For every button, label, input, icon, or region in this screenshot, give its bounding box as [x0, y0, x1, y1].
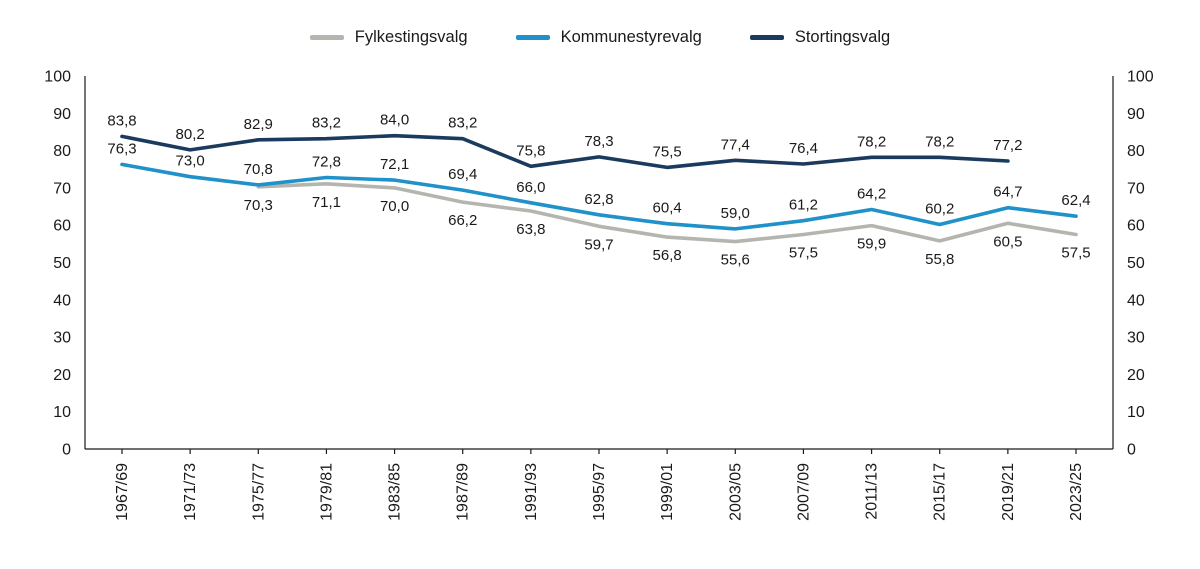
legend-item-kommunestyrevalg: Kommunestyrevalg [515, 28, 702, 47]
y-axis-label-right: 40 [1127, 292, 1145, 309]
legend-line-swatch-fylkestingsvalg [309, 35, 344, 40]
x-axis-label: 2011/13 [864, 463, 881, 520]
y-axis-label-left: 40 [53, 292, 71, 309]
data-label-kommunestyrevalg: 72,1 [380, 156, 409, 173]
chart-legend: Fylkestingsvalg Kommunestyrevalg Stortings… [0, 28, 1200, 47]
data-label-fylkestingsvalg: 71,1 [312, 194, 341, 211]
data-label-fylkestingsvalg: 55,8 [925, 251, 954, 268]
y-axis-label-left: 30 [53, 330, 71, 347]
data-label-stortingsvalg: 80,2 [176, 126, 205, 143]
legend-item-fylkestingsvalg: Fylkestingsvalg [309, 28, 468, 47]
y-axis-label-right: 10 [1127, 404, 1145, 421]
x-axis-label: 2015/17 [932, 463, 949, 521]
data-label-stortingsvalg: 82,9 [244, 116, 273, 133]
y-axis-label-left: 10 [53, 404, 71, 421]
y-axis-label-right: 0 [1127, 442, 1136, 459]
legend-line-swatch-kommunestyrevalg [515, 35, 550, 40]
data-label-stortingsvalg: 78,2 [925, 133, 954, 150]
data-label-fylkestingsvalg: 55,6 [721, 252, 750, 269]
legend-label: Kommunestyrevalg [560, 28, 702, 46]
x-axis-label: 1999/01 [659, 463, 676, 521]
data-label-stortingsvalg: 75,5 [653, 143, 682, 160]
y-axis-label-right: 30 [1127, 330, 1145, 347]
data-label-kommunestyrevalg: 62,8 [584, 191, 613, 208]
data-label-stortingsvalg: 78,2 [857, 133, 886, 150]
data-label-stortingsvalg: 83,8 [107, 112, 136, 129]
data-label-kommunestyrevalg: 72,8 [312, 153, 341, 170]
y-axis-label-left: 70 [53, 180, 71, 197]
y-axis-label-right: 100 [1127, 69, 1154, 86]
y-axis-label-right: 70 [1127, 180, 1145, 197]
data-label-stortingsvalg: 75,8 [516, 142, 545, 159]
data-label-stortingsvalg: 84,0 [380, 112, 409, 129]
data-label-kommunestyrevalg: 73,0 [176, 153, 205, 170]
y-axis-label-right: 60 [1127, 218, 1145, 235]
data-label-fylkestingsvalg: 56,8 [653, 247, 682, 264]
x-axis-label: 1979/81 [318, 463, 335, 521]
x-axis-label: 1967/69 [114, 463, 131, 521]
data-label-stortingsvalg: 77,2 [993, 137, 1022, 154]
data-label-kommunestyrevalg: 64,2 [857, 186, 886, 203]
data-label-fylkestingsvalg: 57,5 [789, 245, 818, 262]
x-axis-label: 2019/21 [1000, 463, 1017, 521]
data-label-fylkestingsvalg: 66,2 [448, 212, 477, 229]
y-axis-label-right: 50 [1127, 255, 1145, 272]
legend-label: Fylkestingsvalg [354, 28, 468, 46]
data-label-stortingsvalg: 77,4 [721, 136, 750, 153]
y-axis-label-right: 80 [1127, 143, 1145, 160]
legend-item-stortingsvalg: Stortingsvalg [749, 28, 891, 47]
y-axis-label-left: 20 [53, 367, 71, 384]
data-label-fylkestingsvalg: 70,0 [380, 198, 409, 215]
y-axis-label-left: 100 [44, 69, 71, 86]
series-line-fylkestingsvalg [256, 182, 1078, 244]
y-axis-label-right: 90 [1127, 106, 1145, 123]
x-axis-label: 1987/89 [455, 463, 472, 521]
legend-line-swatch-stortingsvalg [749, 35, 784, 40]
data-label-kommunestyrevalg: 60,4 [653, 200, 682, 217]
legend-label: Stortingsvalg [794, 28, 891, 46]
data-label-fylkestingsvalg: 70,3 [244, 197, 273, 214]
x-axis-label: 1991/93 [523, 463, 540, 521]
x-axis-label: 1983/85 [387, 463, 404, 521]
data-label-kommunestyrevalg: 66,0 [516, 179, 545, 196]
y-axis-label-left: 50 [53, 255, 71, 272]
data-label-kommunestyrevalg: 70,8 [244, 161, 273, 178]
x-axis-label: 1995/97 [591, 463, 608, 521]
x-axis-label: 2007/09 [795, 463, 812, 521]
data-label-fylkestingsvalg: 63,8 [516, 221, 545, 238]
data-label-stortingsvalg: 83,2 [312, 115, 341, 132]
data-label-kommunestyrevalg: 61,2 [789, 197, 818, 214]
data-label-stortingsvalg: 76,4 [789, 140, 818, 157]
data-label-kommunestyrevalg: 69,4 [448, 166, 477, 183]
x-axis-label: 1975/77 [250, 463, 267, 521]
y-axis-label-left: 60 [53, 218, 71, 235]
x-axis-label: 2003/05 [727, 463, 744, 521]
data-label-stortingsvalg: 83,2 [448, 115, 477, 132]
data-label-kommunestyrevalg: 59,0 [721, 205, 750, 222]
y-axis-label-left: 90 [53, 106, 71, 123]
series-line-stortingsvalg [120, 133, 1010, 170]
y-axis-label-left: 80 [53, 143, 71, 160]
data-label-kommunestyrevalg: 76,3 [107, 140, 136, 157]
data-label-fylkestingsvalg: 57,5 [1061, 245, 1090, 262]
x-axis-label: 1971/73 [182, 463, 199, 521]
data-label-kommunestyrevalg: 62,4 [1061, 192, 1090, 209]
x-axis-label: 2023/25 [1068, 463, 1085, 521]
data-label-fylkestingsvalg: 60,5 [993, 233, 1022, 250]
data-label-stortingsvalg: 78,3 [584, 133, 613, 150]
data-label-kommunestyrevalg: 60,2 [925, 200, 954, 217]
data-label-fylkestingsvalg: 59,7 [584, 236, 613, 253]
data-label-fylkestingsvalg: 59,9 [857, 236, 886, 253]
y-axis-label-left: 0 [62, 442, 71, 459]
series-line-kommunestyrevalg [120, 162, 1078, 231]
y-axis-label-right: 20 [1127, 367, 1145, 384]
data-label-kommunestyrevalg: 64,7 [993, 184, 1022, 201]
